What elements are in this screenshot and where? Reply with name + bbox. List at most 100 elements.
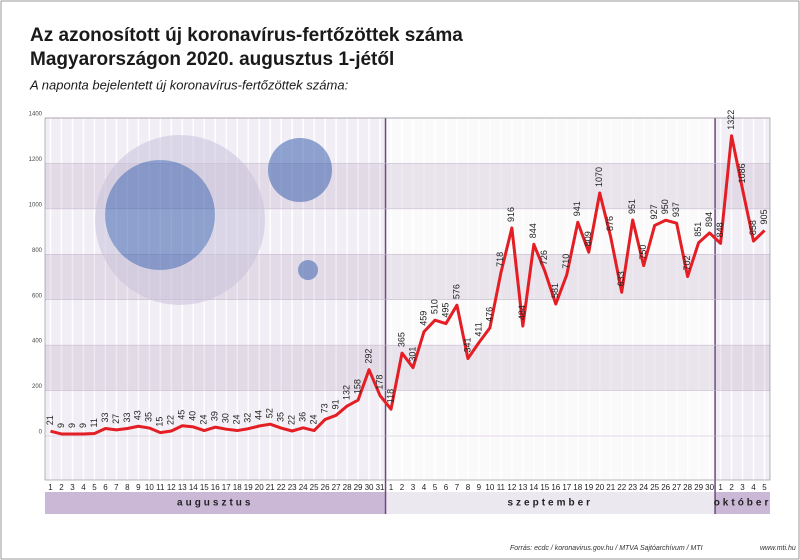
x-tick-label: 4 — [751, 483, 756, 492]
value-label: 35 — [144, 412, 154, 422]
virus-illustration — [95, 135, 332, 305]
x-tick-label: 6 — [444, 483, 449, 492]
value-label: 581 — [550, 283, 560, 298]
value-label: 702 — [682, 256, 692, 271]
x-tick-label: 18 — [233, 483, 242, 492]
x-tick-label: 20 — [595, 483, 604, 492]
value-label: 510 — [429, 299, 439, 314]
value-label: 43 — [133, 410, 143, 420]
value-label: 22 — [166, 415, 176, 425]
x-tick-label: 13 — [178, 483, 187, 492]
x-tick-label: 7 — [114, 483, 119, 492]
value-label: 710 — [561, 254, 571, 269]
value-label: 1086 — [737, 163, 747, 183]
value-label: 576 — [451, 284, 461, 299]
x-tick-label: 5 — [762, 483, 767, 492]
x-tick-label: 15 — [200, 483, 209, 492]
subtitle: A naponta bejelentett új koronavírus-fer… — [29, 77, 349, 92]
value-label: 851 — [693, 222, 703, 237]
value-label: 11 — [89, 418, 99, 427]
x-tick-label: 19 — [244, 483, 253, 492]
x-tick-label: 25 — [650, 483, 659, 492]
x-tick-label: 4 — [422, 483, 427, 492]
value-label: 73 — [319, 403, 329, 413]
x-tick-label: 14 — [529, 483, 538, 492]
value-label: 33 — [122, 412, 132, 422]
value-label: 809 — [583, 231, 593, 246]
value-label: 633 — [616, 271, 626, 286]
x-tick-label: 13 — [518, 483, 527, 492]
x-tick-label: 30 — [365, 483, 374, 492]
x-tick-label: 26 — [321, 483, 330, 492]
x-tick-label: 30 — [705, 483, 714, 492]
x-tick-label: 21 — [266, 483, 275, 492]
month-band — [715, 492, 770, 514]
x-tick-label: 27 — [332, 483, 341, 492]
x-tick-label: 22 — [617, 483, 626, 492]
value-label: 27 — [111, 414, 121, 424]
value-label: 9 — [78, 423, 88, 428]
x-tick-label: 4 — [81, 483, 86, 492]
x-tick-label: 11 — [156, 483, 165, 492]
x-tick-label: 16 — [551, 483, 560, 492]
x-tick-label: 22 — [277, 483, 286, 492]
x-tick-label: 25 — [310, 483, 319, 492]
value-label: 45 — [177, 410, 187, 420]
value-label: 927 — [649, 204, 659, 219]
x-tick-label: 21 — [606, 483, 615, 492]
value-label: 24 — [309, 415, 319, 425]
x-tick-label: 14 — [189, 483, 198, 492]
value-label: 32 — [243, 413, 253, 423]
value-label: 36 — [298, 412, 308, 422]
value-label: 365 — [396, 332, 406, 347]
value-label: 24 — [199, 415, 209, 425]
month-band — [385, 492, 716, 514]
x-tick-label: 7 — [455, 483, 460, 492]
x-tick-label: 15 — [540, 483, 549, 492]
title-line: Magyarországon 2020. augusztus 1-jétől — [30, 49, 394, 70]
month-label: augusztus — [177, 498, 253, 509]
y-tick-label: 1000 — [29, 202, 43, 208]
x-tick-label: 5 — [433, 483, 438, 492]
x-tick-label: 17 — [222, 483, 231, 492]
value-label: 33 — [100, 412, 110, 422]
x-tick-label: 12 — [507, 483, 516, 492]
x-tick-label: 10 — [145, 483, 154, 492]
x-tick-label: 29 — [694, 483, 703, 492]
value-label: 52 — [265, 408, 275, 418]
x-tick-label: 24 — [299, 483, 308, 492]
value-label: 950 — [660, 199, 670, 214]
y-tick-label: 400 — [32, 339, 43, 345]
value-label: 30 — [221, 413, 231, 423]
value-label: 750 — [638, 245, 648, 260]
value-label: 292 — [363, 349, 373, 364]
y-tick-label: 0 — [39, 430, 43, 436]
y-tick-label: 1200 — [29, 157, 43, 163]
grid-band — [45, 345, 770, 391]
month-region — [385, 118, 716, 480]
x-tick-label: 1 — [718, 483, 723, 492]
x-tick-label: 23 — [628, 483, 637, 492]
x-tick-label: 5 — [92, 483, 97, 492]
value-label: 726 — [539, 250, 549, 265]
value-label: 24 — [232, 415, 242, 425]
value-label: 341 — [462, 338, 472, 353]
x-tick-label: 1 — [389, 483, 394, 492]
value-label: 951 — [627, 199, 637, 214]
value-label: 91 — [330, 399, 340, 409]
x-tick-label: 20 — [255, 483, 264, 492]
value-label: 844 — [528, 223, 538, 238]
value-label: 9 — [67, 423, 77, 428]
value-label: 476 — [484, 307, 494, 322]
value-label: 411 — [473, 322, 483, 336]
x-tick-label: 19 — [584, 483, 593, 492]
x-tick-label: 12 — [167, 483, 176, 492]
value-label: 858 — [748, 220, 758, 235]
value-label: 40 — [188, 411, 198, 421]
x-tick-label: 3 — [411, 483, 416, 492]
x-tick-label: 2 — [400, 483, 405, 492]
value-label: 178 — [374, 375, 384, 390]
value-label: 44 — [254, 410, 264, 420]
